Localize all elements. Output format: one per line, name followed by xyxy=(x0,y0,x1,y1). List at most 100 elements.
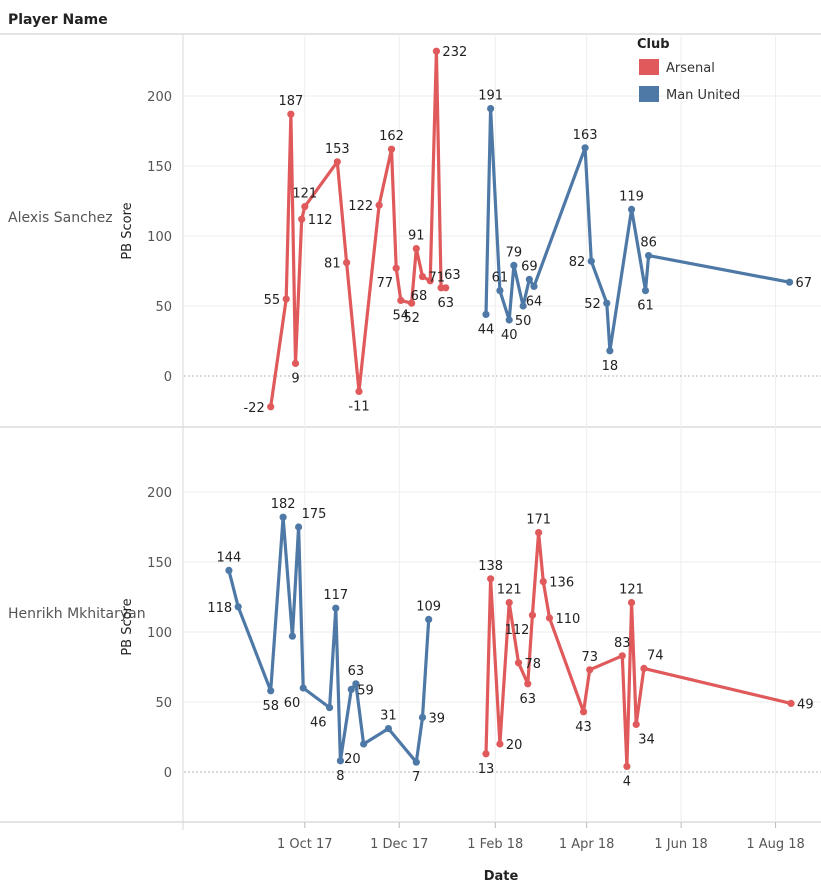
y-tick-label: 100 xyxy=(147,626,172,641)
lines-layer xyxy=(227,49,793,769)
data-label: 31 xyxy=(380,709,397,724)
data-point xyxy=(496,740,504,748)
data-point xyxy=(442,284,450,292)
data-point xyxy=(644,252,653,260)
data-label: 138 xyxy=(478,559,503,574)
data-point xyxy=(267,687,275,695)
data-label: 58 xyxy=(262,699,279,714)
data-point xyxy=(418,713,427,722)
data-label: 112 xyxy=(505,623,530,638)
data-point xyxy=(355,387,363,395)
data-point xyxy=(332,604,340,612)
y-axis-title-2: PB Score xyxy=(120,598,135,655)
data-point xyxy=(524,680,532,688)
data-point xyxy=(603,299,611,307)
data-label: 34 xyxy=(638,732,655,747)
y-tick-label: 50 xyxy=(155,300,172,315)
data-label: 40 xyxy=(501,328,518,343)
data-label: 79 xyxy=(506,245,523,260)
data-point xyxy=(627,205,636,213)
data-point xyxy=(336,757,345,765)
data-point xyxy=(343,259,351,267)
data-label: 86 xyxy=(640,236,657,251)
data-label: 187 xyxy=(278,94,303,109)
data-label: 63 xyxy=(520,692,537,707)
data-label: 162 xyxy=(379,129,404,144)
data-label: 60 xyxy=(284,696,301,711)
y-tick-label: 100 xyxy=(147,230,172,245)
data-point xyxy=(787,699,795,708)
data-label: 117 xyxy=(323,588,348,603)
data-label: -22 xyxy=(243,401,264,416)
data-label: 121 xyxy=(619,583,644,598)
data-label: 18 xyxy=(602,359,619,374)
data-point xyxy=(519,302,527,310)
data-point xyxy=(482,750,490,758)
series-line xyxy=(484,106,792,353)
data-point xyxy=(392,264,400,272)
data-point xyxy=(618,652,626,660)
data-label: 50 xyxy=(515,314,532,329)
y-axis-title-1: PB Score xyxy=(120,202,135,259)
x-tick-label: 1 Dec 17 xyxy=(370,837,428,852)
data-label: 163 xyxy=(573,128,598,143)
data-point xyxy=(579,708,588,716)
data-label: 67 xyxy=(796,276,813,291)
data-label: 43 xyxy=(575,720,592,735)
legend-title: Club xyxy=(637,37,670,52)
data-label: 69 xyxy=(521,259,538,274)
data-point xyxy=(496,287,504,295)
data-point xyxy=(426,277,434,285)
data-label: 68 xyxy=(411,289,428,304)
legend-swatch-arsenal xyxy=(639,59,659,75)
y-tick-label: 150 xyxy=(147,160,172,175)
data-point xyxy=(587,257,595,265)
data-point xyxy=(225,566,233,575)
data-point xyxy=(375,201,383,209)
data-point xyxy=(627,599,636,607)
x-tick-label: 1 Apr 18 xyxy=(559,837,615,852)
data-label: 55 xyxy=(264,293,281,308)
data-point xyxy=(418,273,427,281)
data-label: 136 xyxy=(549,576,574,591)
data-point xyxy=(539,578,547,586)
y-tick-label: 200 xyxy=(147,486,172,501)
data-label: 64 xyxy=(526,294,543,309)
data-point xyxy=(294,523,303,531)
series-line xyxy=(227,515,431,764)
data-label: 20 xyxy=(506,738,523,753)
y-tick-label: 200 xyxy=(147,90,172,105)
data-label: 13 xyxy=(478,762,495,777)
data-label: 122 xyxy=(348,199,373,214)
data-label: 61 xyxy=(492,271,509,286)
data-label: 91 xyxy=(408,229,425,244)
data-label: 191 xyxy=(478,89,503,104)
data-label: 78 xyxy=(525,657,542,672)
data-point xyxy=(535,529,543,537)
data-point xyxy=(412,245,420,253)
data-point xyxy=(510,261,518,269)
data-point xyxy=(360,740,368,748)
data-point xyxy=(482,310,490,318)
data-label: 63 xyxy=(348,664,365,679)
y-tick-label: 150 xyxy=(147,556,172,571)
data-point xyxy=(606,347,614,355)
data-label: 63 xyxy=(437,296,454,311)
data-point xyxy=(397,296,405,304)
data-point xyxy=(525,275,533,283)
data-point xyxy=(545,614,554,622)
data-label: 7 xyxy=(412,770,420,785)
data-point xyxy=(301,203,309,211)
data-point xyxy=(267,403,275,411)
data-point xyxy=(432,47,441,55)
data-point xyxy=(333,158,341,166)
data-point xyxy=(234,603,242,611)
data-label: 71 xyxy=(428,271,445,286)
data-label: 109 xyxy=(416,599,441,614)
data-label: 83 xyxy=(614,636,631,651)
data-point xyxy=(581,144,589,152)
y-tick-label: 50 xyxy=(155,696,172,711)
data-label: 118 xyxy=(207,601,232,616)
data-label: 20 xyxy=(344,752,361,767)
data-label: 121 xyxy=(497,583,522,598)
